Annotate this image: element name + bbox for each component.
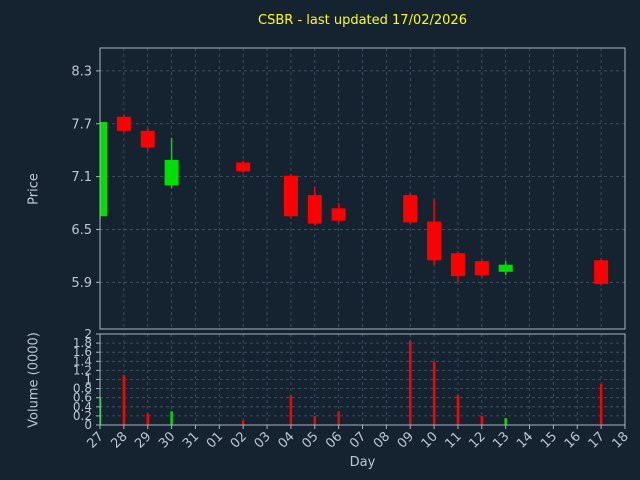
- volume-bar-13: [504, 418, 507, 425]
- volume-bar-06: [337, 411, 340, 425]
- candle-body-02: [236, 162, 251, 172]
- volume-bar-17: [599, 384, 603, 425]
- candle-body-11: [450, 253, 465, 277]
- volume-tick-label: 0.4: [73, 400, 92, 414]
- volume-bar-05: [313, 415, 317, 425]
- volume-bar-12: [480, 415, 484, 425]
- volume-tick-label: 1: [84, 373, 92, 387]
- volume-bar-29: [146, 413, 149, 425]
- volume-bar-02: [241, 420, 245, 425]
- volume-tick-label: 1.8: [73, 336, 92, 350]
- volume-tick-label: 0.6: [73, 391, 92, 405]
- volume-bar-28: [122, 374, 126, 425]
- volume-bar-30: [170, 411, 173, 425]
- volume-tick-label: 0.2: [73, 409, 92, 423]
- volume-tick-label: 0.8: [73, 382, 92, 396]
- volume-tick-label: 2: [84, 327, 92, 341]
- candle-body-06: [331, 208, 346, 221]
- candle-body-28: [116, 116, 131, 131]
- volume-axis-label: Volume (0000): [26, 332, 42, 428]
- candle-body-13: [498, 264, 513, 272]
- price-axis-label: Price: [26, 173, 42, 205]
- candle-body-17: [594, 260, 609, 285]
- candle-body-04: [283, 175, 298, 217]
- candle-body-05: [307, 195, 322, 224]
- candle-body-09: [403, 195, 418, 223]
- candle-body-10: [427, 221, 442, 261]
- candle-body-30: [164, 159, 179, 186]
- volume-bar-10: [432, 361, 436, 425]
- candles-group: [100, 114, 609, 286]
- volume-group: [100, 340, 603, 425]
- volume-bar-11: [456, 395, 460, 425]
- candle-body-27: [100, 121, 107, 217]
- price-tick-label: 5.9: [71, 276, 92, 291]
- volume-tick-label: 1.2: [73, 363, 92, 377]
- candle-body-29: [140, 130, 155, 148]
- volume-bar-27: [100, 397, 102, 425]
- volume-tick-label: 0: [84, 418, 92, 432]
- price-tick-label: 6.5: [71, 223, 92, 238]
- price-tick-label: 7.1: [71, 170, 92, 185]
- price-tick-label: 8.3: [71, 64, 92, 79]
- candle-body-12: [474, 261, 489, 276]
- price-panel-spine: [99, 47, 626, 330]
- volume-bar-09: [408, 340, 412, 425]
- volume-tick-label: 1.4: [73, 354, 92, 368]
- volume-tick-label: 1.6: [73, 345, 92, 359]
- x-axis-label: Day: [349, 455, 376, 470]
- volume-bar-04: [289, 395, 293, 425]
- price-tick-label: 7.7: [71, 117, 92, 132]
- chart-title: CSBR - last updated 17/02/2026: [258, 13, 467, 28]
